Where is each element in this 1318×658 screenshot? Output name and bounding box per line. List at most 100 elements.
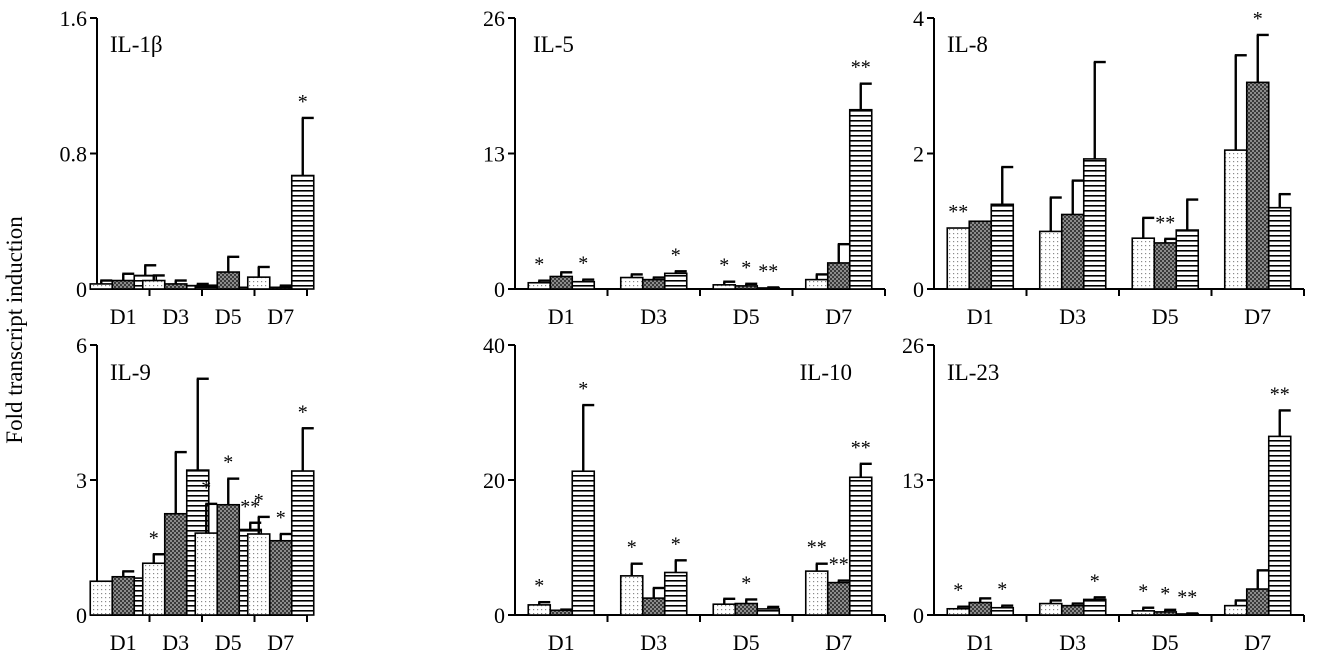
- y-tick-label: 0: [494, 277, 505, 302]
- bar-series-3: [571, 470, 596, 616]
- bar-series-2: [641, 597, 666, 616]
- y-tick-label: 20: [483, 468, 505, 493]
- bar-series-3: [848, 108, 873, 290]
- panel-il-8: 0 2 4 IL-8 D1 ** D3 D5 ** D7 *: [913, 6, 1305, 329]
- bar-series-1: [1223, 604, 1248, 616]
- bar-series-3: [571, 280, 596, 290]
- panel-title: IL-8: [947, 32, 988, 57]
- bar-series-2: [734, 602, 759, 616]
- bar-series-1: [1223, 149, 1248, 290]
- x-tick-label: D1: [548, 630, 575, 655]
- bar-series-1: [712, 603, 737, 616]
- x-tick-label: D3: [1059, 630, 1086, 655]
- bar-series-2: [968, 220, 993, 290]
- bar-series-1: [89, 283, 114, 290]
- significance-mark: *: [578, 253, 588, 275]
- bar-series-1: [804, 570, 829, 616]
- bar-series-1: [527, 604, 552, 616]
- y-tick-label: 13: [483, 142, 505, 167]
- bar-series-1: [194, 286, 219, 290]
- bar-series-1: [141, 279, 166, 290]
- significance-mark: *: [201, 477, 211, 499]
- bar-series-1: [1038, 230, 1063, 290]
- bar-series-2: [1245, 588, 1270, 616]
- y-tick-label: 0: [494, 603, 505, 628]
- significance-mark: **: [1270, 383, 1290, 405]
- y-tick-label: 0: [76, 603, 87, 628]
- x-tick-label: D5: [215, 630, 242, 655]
- significance-mark: *: [276, 507, 286, 529]
- bar-series-3: [1082, 598, 1107, 616]
- significance-mark: **: [1155, 212, 1175, 234]
- x-tick-label: D1: [110, 304, 137, 329]
- significance-mark: *: [719, 255, 729, 277]
- bar-series-2: [826, 581, 851, 616]
- y-tick-label: 0: [76, 277, 87, 302]
- x-tick-label: D3: [162, 304, 189, 329]
- significance-mark: *: [534, 254, 544, 276]
- y-tick-label: 0: [913, 277, 924, 302]
- bar-series-1: [141, 562, 166, 616]
- x-tick-label: D5: [1152, 630, 1179, 655]
- bar-series-2: [549, 275, 574, 290]
- x-tick-label: D3: [1059, 304, 1086, 329]
- significance-mark: *: [298, 91, 308, 113]
- significance-mark: *: [997, 579, 1007, 601]
- bar-series-3: [290, 470, 315, 616]
- bar-series-1: [946, 227, 971, 290]
- bar-series-3: [663, 272, 688, 290]
- x-tick-label: D1: [110, 630, 137, 655]
- bar-series-1: [804, 278, 829, 290]
- significance-mark: *: [1138, 581, 1148, 603]
- significance-mark: **: [807, 537, 827, 559]
- y-tick-label: 4: [913, 6, 924, 31]
- bar-series-2: [268, 286, 293, 290]
- bar-series-1: [619, 575, 644, 616]
- significance-mark: *: [741, 572, 751, 594]
- significance-mark: *: [298, 401, 308, 423]
- x-tick-label: D7: [267, 304, 294, 329]
- x-tick-label: D5: [733, 304, 760, 329]
- bar-series-2: [216, 271, 241, 290]
- significance-mark: *: [534, 575, 544, 597]
- bar-series-2: [641, 278, 666, 290]
- panel-il-1-: 0 0.8 1.6 IL-1β D1 D3 D5 D7 *: [60, 6, 315, 329]
- bar-series-2: [1245, 81, 1270, 290]
- x-tick-label: D7: [267, 630, 294, 655]
- bar-series-1: [246, 533, 271, 616]
- y-tick-label: 0.8: [60, 142, 88, 167]
- y-tick-label: 6: [76, 333, 87, 358]
- significance-mark: *: [1090, 570, 1100, 592]
- x-tick-label: D3: [640, 304, 667, 329]
- significance-mark: **: [851, 57, 871, 79]
- bar-series-1: [246, 276, 271, 290]
- panel-title: IL-5: [533, 32, 574, 57]
- bar-series-2: [826, 262, 851, 290]
- x-tick-label: D5: [215, 304, 242, 329]
- bar-series-2: [1060, 604, 1085, 616]
- significance-mark: *: [627, 537, 637, 559]
- bar-series-3: [290, 174, 315, 290]
- bar-series-1: [946, 607, 971, 616]
- bar-series-1: [619, 276, 644, 290]
- bar-series-2: [734, 285, 759, 290]
- bar-series-2: [111, 279, 136, 290]
- x-tick-label: D5: [733, 630, 760, 655]
- bar-series-3: [848, 476, 873, 616]
- significance-mark: *: [1253, 8, 1263, 30]
- panel-title: IL-23: [947, 360, 999, 385]
- x-tick-label: D3: [640, 630, 667, 655]
- bar-series-3: [1175, 229, 1200, 290]
- significance-mark: *: [578, 378, 588, 400]
- bar-series-1: [1131, 610, 1156, 616]
- bar-series-1: [194, 532, 219, 616]
- y-tick-label: 13: [902, 468, 924, 493]
- panel-title: IL-1β: [110, 32, 163, 57]
- bar-series-3: [1082, 158, 1107, 290]
- bar-series-2: [163, 512, 188, 616]
- x-tick-label: D7: [825, 630, 852, 655]
- significance-mark: **: [1177, 586, 1197, 608]
- significance-mark: **: [829, 554, 849, 576]
